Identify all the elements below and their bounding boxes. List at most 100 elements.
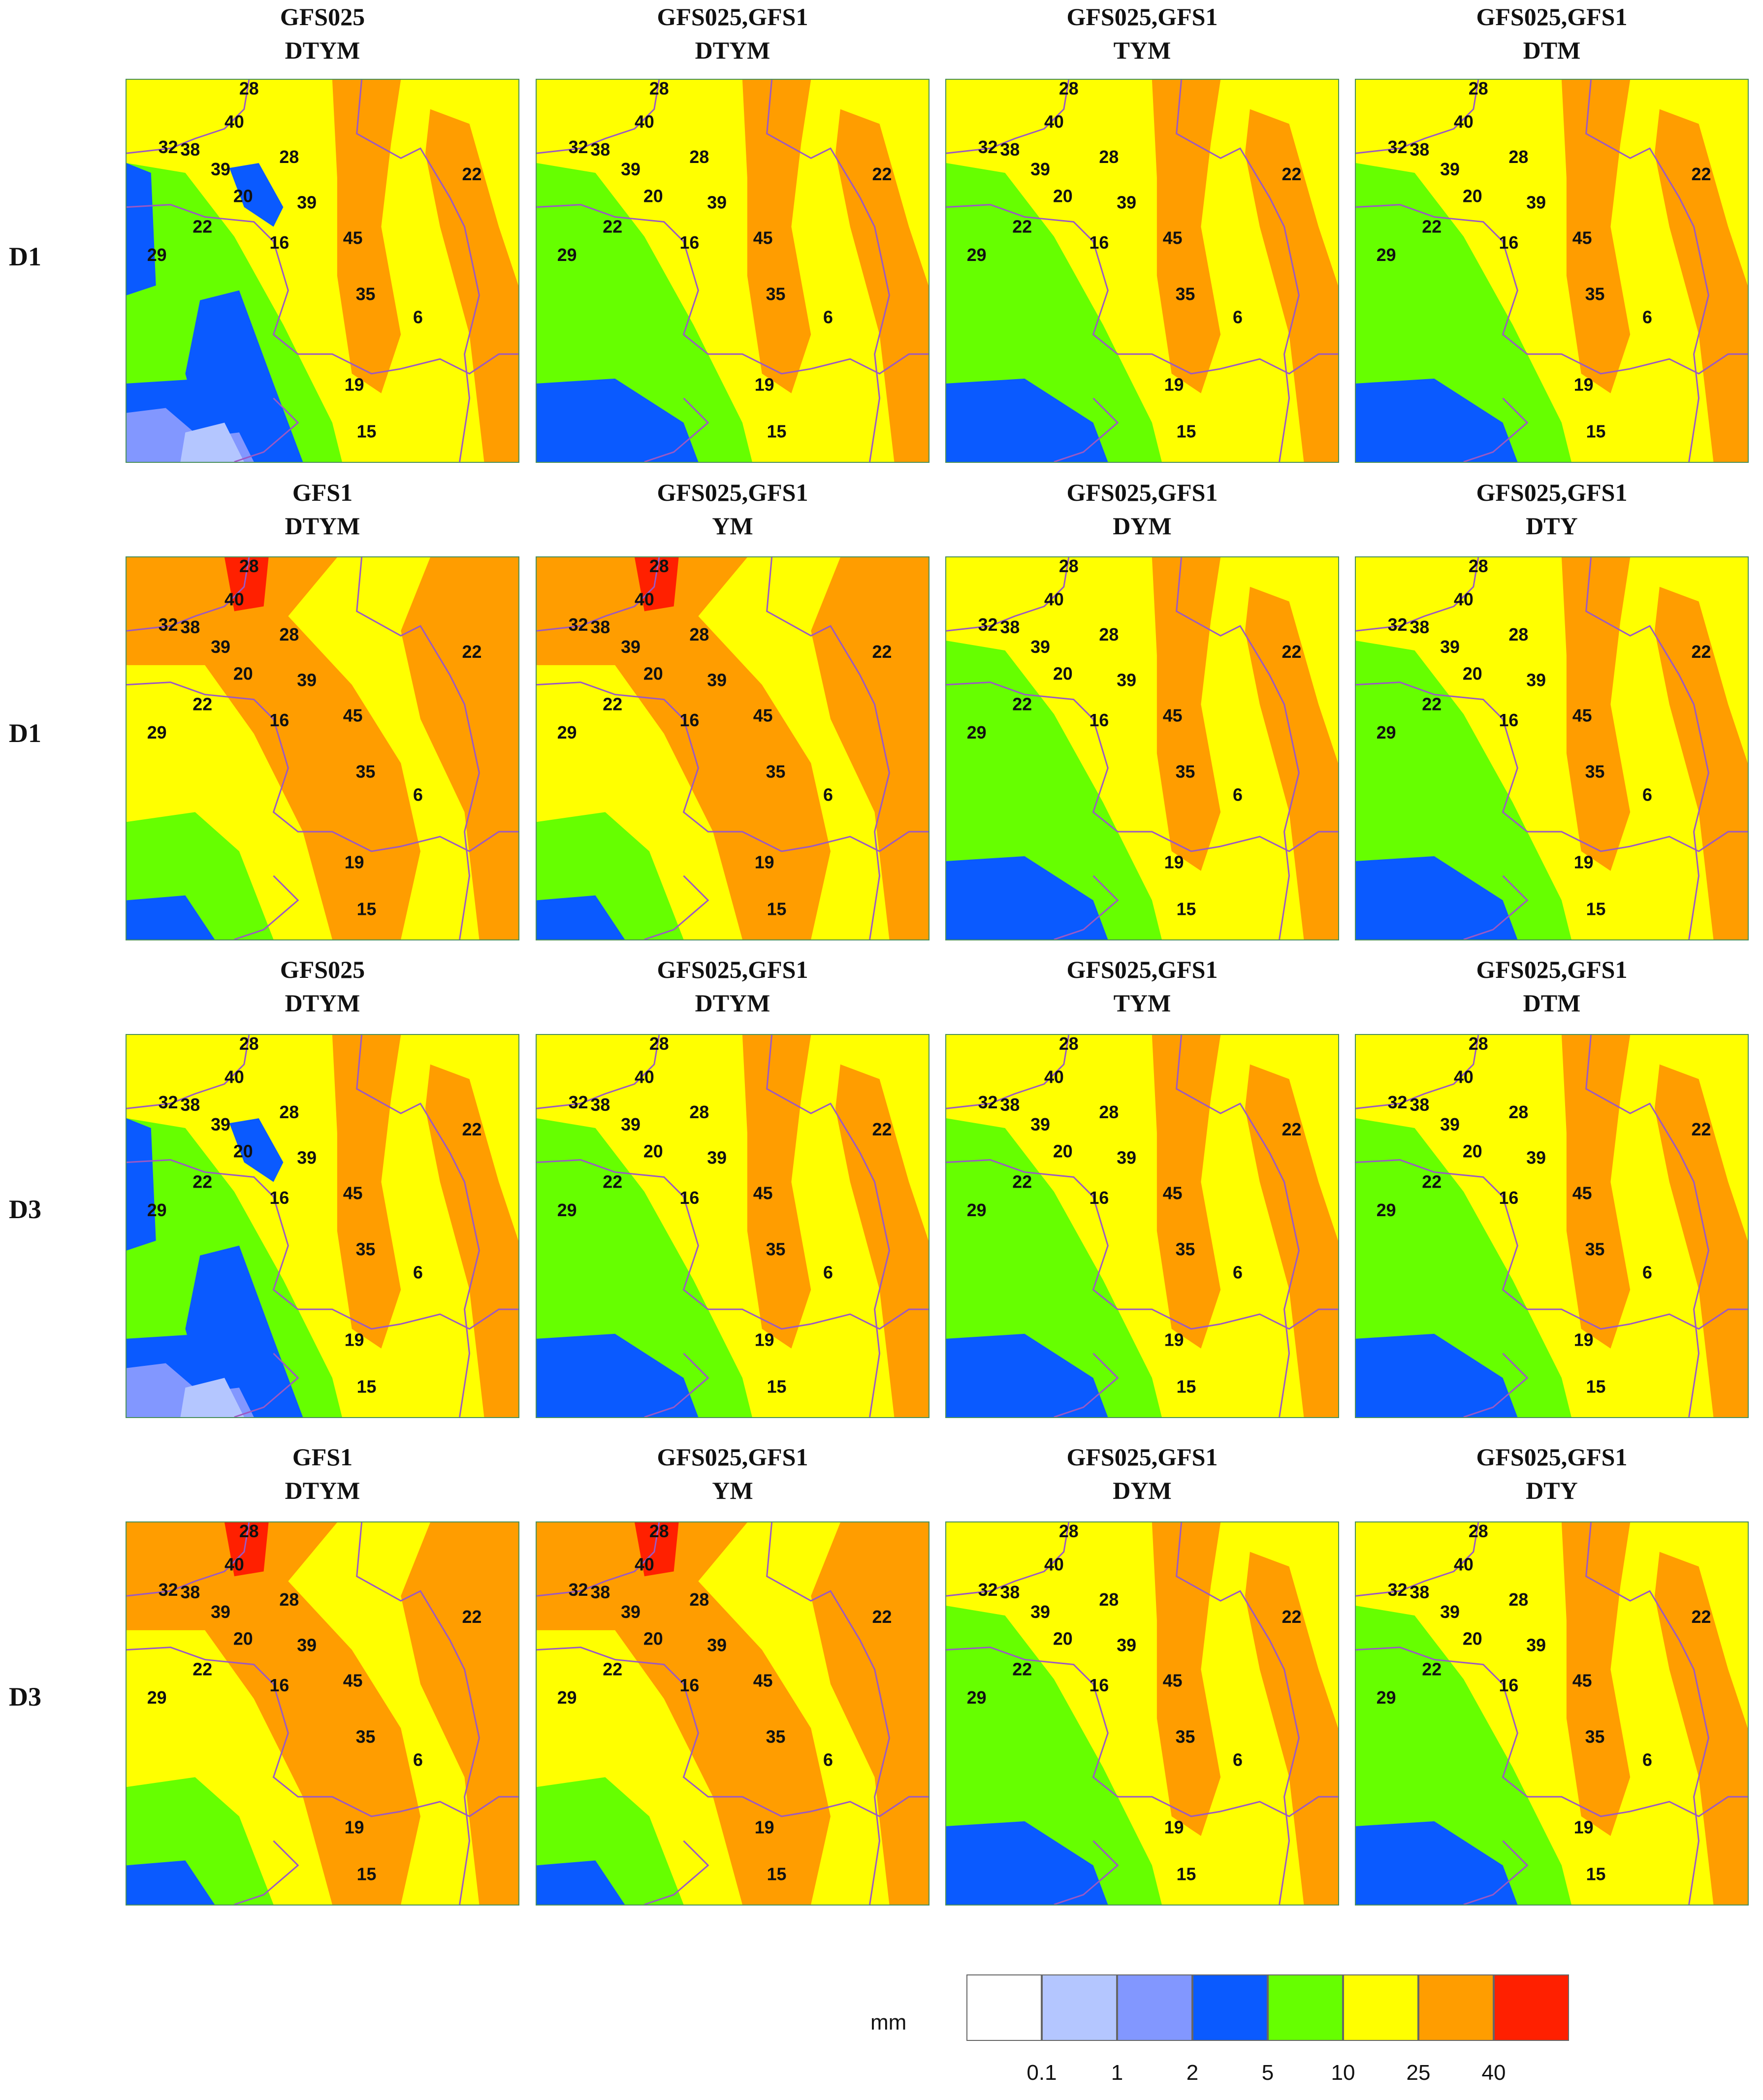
precipitation-map-panel: 28 40 32 38 39 28 20 39 22 16 45 29 35 6 22 19 15 xyxy=(945,1034,1339,1418)
station-label: 39 xyxy=(1117,193,1136,213)
precip-contour-region xyxy=(635,557,679,612)
station-label: 45 xyxy=(1572,1671,1592,1690)
country-border xyxy=(356,80,480,462)
station-label: 28 xyxy=(239,80,259,98)
station-label: 32 xyxy=(978,1580,998,1600)
station-label: 22 xyxy=(872,1607,892,1627)
station-label: 16 xyxy=(1499,233,1519,253)
station-label: 32 xyxy=(569,1580,588,1600)
station-label: 28 xyxy=(1099,1102,1119,1122)
precip-contour-region xyxy=(537,1860,625,1905)
station-label: 45 xyxy=(1163,1671,1183,1690)
station-label: 6 xyxy=(413,1262,423,1282)
station-label: 16 xyxy=(270,233,289,253)
station-label: 15 xyxy=(767,899,787,919)
station-label: 28 xyxy=(1508,147,1528,167)
country-border xyxy=(1585,557,1709,939)
country-border xyxy=(1054,1840,1119,1905)
station-label: 6 xyxy=(1233,785,1243,805)
station-label: 19 xyxy=(1164,853,1184,872)
station-label: 35 xyxy=(1176,285,1195,304)
precip-contour-region xyxy=(1356,856,1518,939)
station-label: 28 xyxy=(1059,557,1079,576)
precip-contour-region xyxy=(1152,1522,1221,1836)
station-label: 38 xyxy=(1000,140,1020,160)
station-label: 28 xyxy=(649,1035,669,1054)
station-label: 16 xyxy=(1499,1188,1519,1208)
station-label: 22 xyxy=(1692,1120,1711,1139)
precip-contour-region xyxy=(1245,109,1338,462)
country-border xyxy=(766,1522,890,1905)
station-label: 22 xyxy=(872,164,892,184)
station-label: 28 xyxy=(1508,625,1528,645)
station-label: 35 xyxy=(1176,1240,1195,1260)
station-label: 32 xyxy=(159,1093,178,1112)
country-border xyxy=(356,1035,480,1417)
station-label: 39 xyxy=(211,160,230,179)
station-label: 16 xyxy=(270,711,289,730)
country-border xyxy=(644,1353,709,1417)
station-label: 22 xyxy=(1422,1659,1442,1679)
station-label: 29 xyxy=(967,723,987,743)
station-label: 16 xyxy=(680,233,700,253)
station-label: 22 xyxy=(1282,164,1302,184)
station-label: 28 xyxy=(1508,1590,1528,1610)
precipitation-map-panel: 28 40 32 38 39 28 20 39 22 16 45 29 35 6 22 19 15 xyxy=(1355,1034,1749,1418)
panel-title: GFS025,GFS1 DYM xyxy=(945,1440,1339,1507)
row-label: D1 xyxy=(9,242,41,271)
station-label: 15 xyxy=(1586,1864,1606,1884)
station-label: 29 xyxy=(557,1200,577,1220)
panel-title-models: GFS025,GFS1 xyxy=(657,1443,808,1471)
station-label: 40 xyxy=(635,1554,654,1574)
country-border xyxy=(1463,1353,1529,1417)
station-label: 29 xyxy=(147,245,167,265)
precipitation-map-panel: 28 40 32 38 39 28 20 39 22 16 45 29 35 6 22 19 15 xyxy=(126,556,519,940)
panel-title-config: YM xyxy=(712,1477,753,1504)
precip-contour-region xyxy=(425,109,518,462)
station-label: 22 xyxy=(603,217,622,236)
station-label: 22 xyxy=(603,1172,622,1192)
precip-contour-region xyxy=(1654,109,1748,462)
panel-title: GFS025,GFS1 DYM xyxy=(945,476,1339,543)
station-label: 19 xyxy=(1574,1818,1594,1838)
panel-title-models: GFS025 xyxy=(280,956,365,983)
station-label: 19 xyxy=(1574,375,1594,395)
station-label: 35 xyxy=(356,285,376,304)
country-border xyxy=(1054,875,1119,939)
station-label: 22 xyxy=(1422,694,1442,714)
station-label: 28 xyxy=(689,1102,709,1122)
panel-title-config: DTYM xyxy=(285,36,360,64)
country-border xyxy=(537,80,660,154)
station-label: 45 xyxy=(1572,1183,1592,1203)
station-label: 39 xyxy=(621,1602,641,1622)
station-label: 20 xyxy=(1053,664,1073,684)
country-border xyxy=(1220,1796,1338,1817)
station-label: 28 xyxy=(239,1522,259,1541)
station-label: 39 xyxy=(297,193,317,213)
station-label: 35 xyxy=(1585,1240,1605,1260)
station-label: 28 xyxy=(1099,1590,1119,1610)
country-border xyxy=(127,1647,401,1817)
station-label: 6 xyxy=(413,1750,423,1770)
station-label: 38 xyxy=(590,1095,610,1115)
station-label: 45 xyxy=(753,1671,773,1690)
station-label: 45 xyxy=(343,228,363,248)
panel-title: GFS1 DTYM xyxy=(126,476,519,543)
station-label: 15 xyxy=(1586,899,1606,919)
precip-contour-region xyxy=(127,895,215,939)
precip-contour-region xyxy=(1152,80,1221,393)
panel-title-config: TYM xyxy=(1113,36,1171,64)
panel-title-models: GFS025,GFS1 xyxy=(1066,3,1218,31)
station-label: 39 xyxy=(211,1602,230,1622)
country-border xyxy=(1176,1522,1300,1905)
station-label: 45 xyxy=(1163,228,1183,248)
station-label: 29 xyxy=(147,723,167,743)
station-label: 19 xyxy=(1164,1818,1184,1838)
station-label: 6 xyxy=(823,1750,833,1770)
country-border xyxy=(1356,1647,1631,1817)
country-border xyxy=(127,1035,250,1109)
station-label: 32 xyxy=(978,137,998,157)
station-label: 15 xyxy=(357,1864,377,1884)
station-label: 38 xyxy=(1000,1583,1020,1602)
country-border xyxy=(1630,1796,1748,1817)
